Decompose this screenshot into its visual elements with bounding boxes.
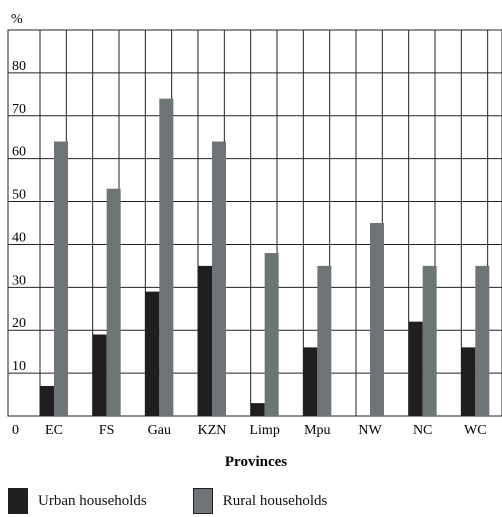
x-tick-label-NC: NC [413, 423, 432, 438]
x-tick-label-EC: EC [45, 423, 63, 438]
urban-bar-Gau [145, 291, 160, 416]
y-zero-label: 0 [12, 423, 19, 438]
x-tick-label-KZN: KZN [198, 423, 227, 438]
urban-bar-WC [461, 347, 476, 416]
rural-bar-WC [475, 265, 490, 416]
bars [40, 98, 490, 416]
legend-label-urban: Urban households [38, 492, 147, 509]
legend: Urban households Rural households [8, 488, 373, 514]
y-tick-label: 80 [12, 59, 26, 74]
rural-bar-FS [106, 188, 121, 416]
urban-bar-Limp [250, 403, 265, 416]
x-axis-title: Provinces [225, 454, 287, 470]
legend-item-urban: Urban households [8, 488, 147, 514]
y-unit-label: % [11, 12, 23, 27]
x-tick-label-FS: FS [99, 423, 115, 438]
y-tick-label: 50 [12, 188, 26, 203]
urban-bar-FS [92, 334, 107, 416]
y-tick-label: 30 [12, 273, 26, 288]
bar-chart: % 0 10 20 30 40 50 60 70 80 EC FS Gau KZN Limp Mpu NW… [7, 12, 502, 470]
y-tick-labels: 10 20 30 40 50 60 70 80 [12, 59, 26, 374]
y-tick-label: 40 [12, 230, 26, 245]
rural-bar-Limp [264, 253, 279, 416]
urban-bar-EC [40, 385, 54, 416]
urban-swatch [8, 488, 28, 514]
y-tick-label: 20 [12, 316, 26, 331]
y-tick-label: 60 [12, 145, 26, 160]
urban-bar-NC [408, 321, 423, 416]
x-tick-label-Gau: Gau [148, 423, 171, 438]
x-tick-label-WC: WC [464, 423, 487, 438]
x-tick-label-Limp: Limp [249, 423, 279, 438]
x-tick-label-NW: NW [358, 423, 382, 438]
x-tick-label-Mpu: Mpu [304, 423, 330, 438]
rural-bar-NW [370, 223, 384, 416]
y-tick-label: 70 [12, 102, 26, 117]
rural-swatch [192, 488, 213, 514]
rural-bar-Mpu [317, 265, 332, 416]
rural-bar-Gau [159, 98, 174, 416]
urban-bar-KZN [198, 265, 212, 416]
rural-bar-NC [422, 265, 437, 416]
x-tick-labels: EC FS Gau KZN Limp Mpu NW NC WC [45, 423, 487, 438]
y-tick-label: 10 [12, 359, 26, 374]
rural-bar-KZN [212, 141, 226, 416]
legend-label-rural: Rural households [222, 492, 328, 509]
urban-bar-Mpu [303, 347, 318, 416]
rural-bar-EC [54, 141, 68, 416]
legend-item-rural: Rural households [192, 488, 328, 514]
